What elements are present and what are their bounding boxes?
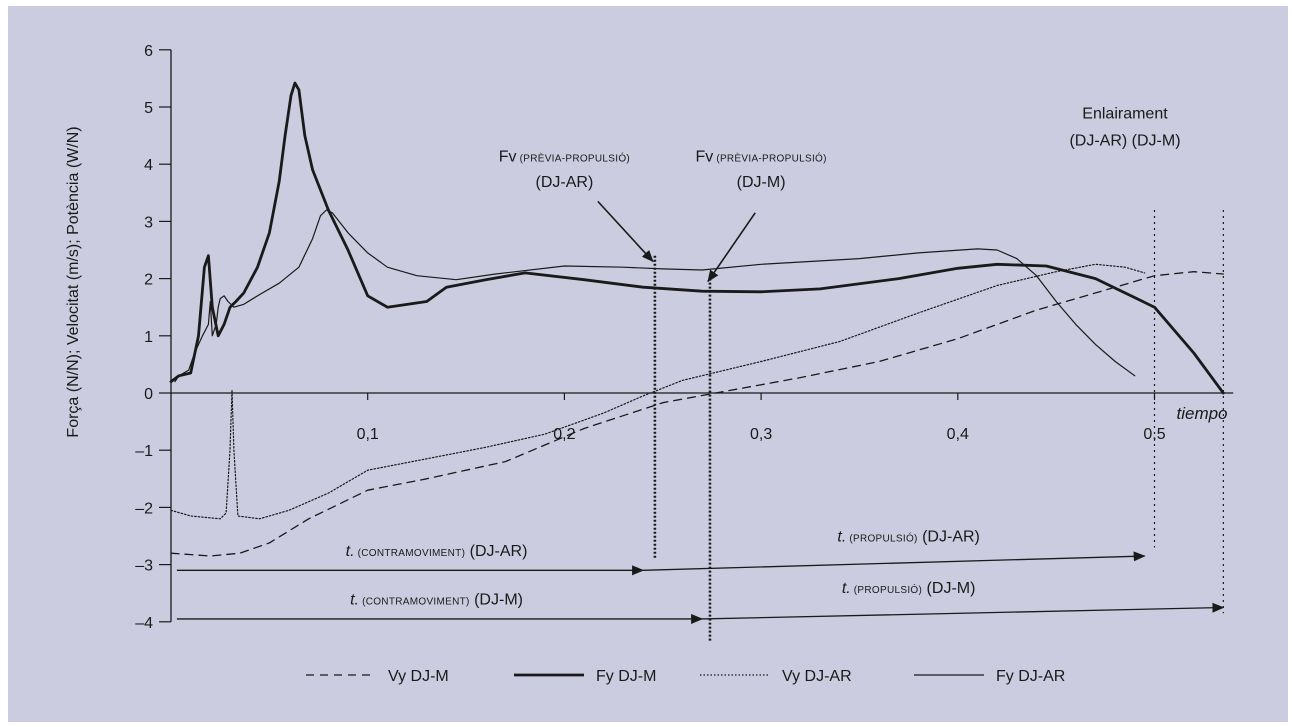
series-line-fy-dj-m [169, 81, 1225, 395]
x-tick-label: 0,3 [750, 426, 772, 443]
arrows-group [176, 200, 1225, 624]
x-tick-label: 0,5 [1143, 426, 1165, 443]
annotation-part: t. [350, 592, 359, 609]
y-tick-label: 5 [144, 100, 153, 117]
phase-arrow [643, 551, 1146, 571]
y-tick-label: 0 [144, 386, 153, 403]
annotation-fv_m: Fv (PRÈVIA-PROPULSIÓ) [695, 148, 826, 165]
y-tick-label: 1 [144, 329, 153, 346]
pointer-arrow [707, 212, 756, 283]
annotation-part: (DJ-AR) [465, 543, 527, 560]
annotation-enlairament: Enlairament [1082, 105, 1168, 122]
annotation-part: (DJ-AR) [918, 529, 980, 546]
annotation-part: Fv [695, 148, 713, 165]
annotation-fv_m-line2: (DJ-M) [737, 174, 786, 191]
y-tick-label: 4 [144, 157, 153, 174]
x-tick-label: 0,4 [947, 426, 969, 443]
y-tick-label: 6 [144, 43, 153, 60]
annotation-part: (PRÈVIA-PROPULSIÓ) [517, 151, 631, 164]
y-tick-label: 2 [144, 272, 153, 289]
y-axis-label: Força (N/N); Velocitat (m/s); Potència (… [65, 126, 82, 437]
y-tick-label: –1 [135, 443, 153, 460]
series-group [169, 81, 1225, 557]
annotation-part: (PRÈVIA-PROPULSIÓ) [713, 151, 827, 164]
y-tick-label: –4 [135, 615, 153, 632]
annotation-part: t. [837, 529, 846, 546]
legend-label: Fy DJ-M [596, 668, 656, 685]
annotation-part: (CONTRAMOVIMENT) [355, 548, 466, 559]
x-axis-label: tiempo [1176, 404, 1227, 423]
force-velocity-chart: Força (N/N); Velocitat (m/s); Potència (… [8, 6, 1288, 722]
y-tick-label: 3 [144, 214, 153, 231]
annotation-part: (PROPULSIÓ) [851, 583, 922, 596]
legend-label: Vy DJ-AR [782, 668, 852, 685]
legend: Vy DJ-M Fy DJ-M Vy DJ-AR Fy DJ-AR [306, 668, 1065, 685]
annotation-fv_ar: Fv (PRÈVIA-PROPULSIÓ) [499, 148, 630, 165]
legend-label: Fy DJ-AR [996, 668, 1065, 685]
series-line-vy-dj-m [170, 271, 1224, 557]
annotation-tp_m: t. (PROPULSIÓ) (DJ-M) [842, 580, 976, 597]
chart-panel: Força (N/N); Velocitat (m/s); Potència (… [8, 6, 1288, 722]
annotation-part: t. [346, 543, 355, 560]
annotation-part: (PROPULSIÓ) [846, 532, 917, 545]
vertical-markers [653, 209, 1224, 642]
annotation-part: Fv [499, 148, 517, 165]
annotation-part: Enlairament [1082, 105, 1168, 122]
annotation-part: t. [842, 580, 851, 597]
annotation-tc_ar: t. (CONTRAMOVIMENT) (DJ-AR) [346, 543, 528, 560]
legend-label: Vy DJ-M [388, 668, 449, 685]
annotation-enlairament-line2: (DJ-AR) (DJ-M) [1069, 132, 1180, 149]
annotation-tc_m: t. (CONTRAMOVIMENT) (DJ-M) [350, 592, 523, 609]
y-tick-label: –3 [135, 558, 153, 575]
y-tick-label: –2 [135, 500, 153, 517]
annotation-part: (DJ-M) [922, 580, 975, 597]
x-tick-label: 0,1 [357, 426, 379, 443]
pointer-arrow [597, 200, 654, 263]
series-line-fy-dj-ar [174, 209, 1136, 383]
series-line-vy-dj-ar [170, 263, 1146, 520]
annotations-group: Fv (PRÈVIA-PROPULSIÓ) (DJ-AR) Fv (PRÈVIA-P… [346, 105, 1181, 608]
chart-background [8, 6, 1288, 722]
phase-arrow [702, 602, 1225, 620]
annotation-fv_ar-line2: (DJ-AR) [536, 174, 594, 191]
annotation-part: (DJ-M) [470, 592, 523, 609]
annotation-tp_ar: t. (PROPULSIÓ) (DJ-AR) [837, 529, 980, 546]
annotation-part: (CONTRAMOVIMENT) [359, 597, 470, 608]
